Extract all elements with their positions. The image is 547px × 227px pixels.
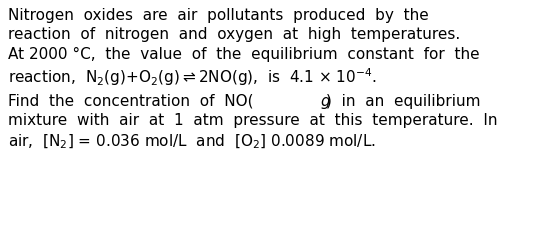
Text: air,  [N$_2$] = 0.036 mol/L  and  [O$_2$] 0.0089 mol/L.: air, [N$_2$] = 0.036 mol/L and [O$_2$] 0… — [8, 133, 376, 151]
Text: g: g — [320, 94, 330, 109]
Text: mixture  with  air  at  1  atm  pressure  at  this  temperature.  In: mixture with air at 1 atm pressure at th… — [8, 114, 498, 128]
Text: reaction  of  nitrogen  and  oxygen  at  high  temperatures.: reaction of nitrogen and oxygen at high … — [8, 27, 460, 42]
Text: )  in  an  equilibrium: ) in an equilibrium — [326, 94, 481, 109]
Text: Find  the  concentration  of  NO(: Find the concentration of NO( — [8, 94, 253, 109]
Text: Nitrogen  oxides  are  air  pollutants  produced  by  the: Nitrogen oxides are air pollutants produ… — [8, 8, 429, 23]
Text: reaction,  N$_2$(g)+O$_2$(g)$\rightleftharpoons$2NO(g),  is  4.1 $\times$ 10$^{-: reaction, N$_2$(g)+O$_2$(g)$\rightleftha… — [8, 67, 377, 88]
Text: At 2000 °C,  the  value  of  the  equilibrium  constant  for  the: At 2000 °C, the value of the equilibrium… — [8, 47, 480, 62]
